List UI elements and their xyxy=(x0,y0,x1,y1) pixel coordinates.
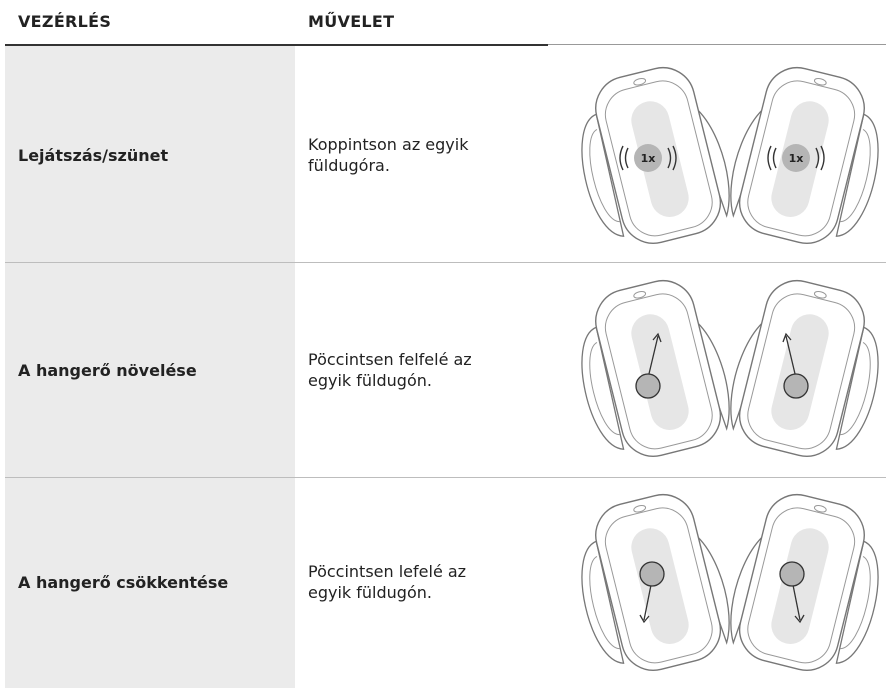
header-rule xyxy=(548,44,886,45)
action-text: Pöccintsen felfelé az egyik füldugón. xyxy=(308,349,548,391)
control-label: A hangerő csökkentése xyxy=(18,573,229,592)
row-rule xyxy=(5,477,886,478)
action-text: Koppintson az egyik füldugóra. xyxy=(308,134,548,176)
earbud-pair: 1x 1x xyxy=(562,57,886,258)
header-control: VEZÉRLÉS xyxy=(18,12,112,31)
action-line: füldugóra. xyxy=(308,156,390,175)
action-line: egyik füldugón. xyxy=(308,583,432,602)
header-action: MŰVELET xyxy=(308,12,395,31)
action-line: Koppintson az egyik xyxy=(308,135,469,154)
header-rule xyxy=(5,44,548,46)
row-rule xyxy=(5,262,886,263)
action-line: Pöccintsen lefelé az xyxy=(308,562,467,581)
earbud-pair xyxy=(562,484,886,685)
action-line: egyik füldugón. xyxy=(308,371,432,390)
control-column-bg xyxy=(5,46,295,688)
control-label: A hangerő növelése xyxy=(18,361,197,380)
control-label: Lejátszás/szünet xyxy=(18,146,169,165)
earbud-pair xyxy=(562,270,886,471)
action-line: Pöccintsen felfelé az xyxy=(308,350,472,369)
tap-count: 1x xyxy=(789,152,804,165)
tap-count: 1x xyxy=(641,152,656,165)
action-text: Pöccintsen lefelé az egyik füldugón. xyxy=(308,561,548,603)
